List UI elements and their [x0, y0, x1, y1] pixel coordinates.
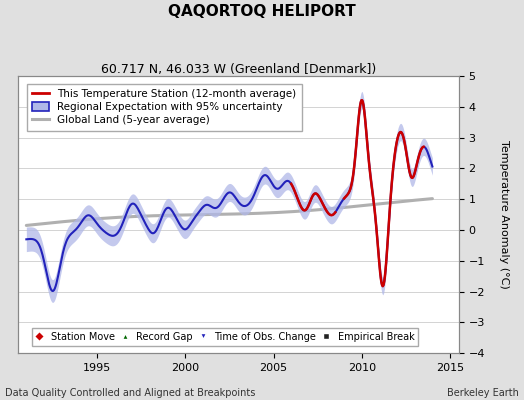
Text: Data Quality Controlled and Aligned at Breakpoints: Data Quality Controlled and Aligned at B… [5, 388, 256, 398]
Y-axis label: Temperature Anomaly (°C): Temperature Anomaly (°C) [499, 140, 509, 289]
Text: QAQORTOQ HELIPORT: QAQORTOQ HELIPORT [168, 4, 356, 19]
Legend: Station Move, Record Gap, Time of Obs. Change, Empirical Break: Station Move, Record Gap, Time of Obs. C… [31, 328, 418, 346]
Title: 60.717 N, 46.033 W (Greenland [Denmark]): 60.717 N, 46.033 W (Greenland [Denmark]) [101, 63, 376, 76]
Text: Berkeley Earth: Berkeley Earth [447, 388, 519, 398]
